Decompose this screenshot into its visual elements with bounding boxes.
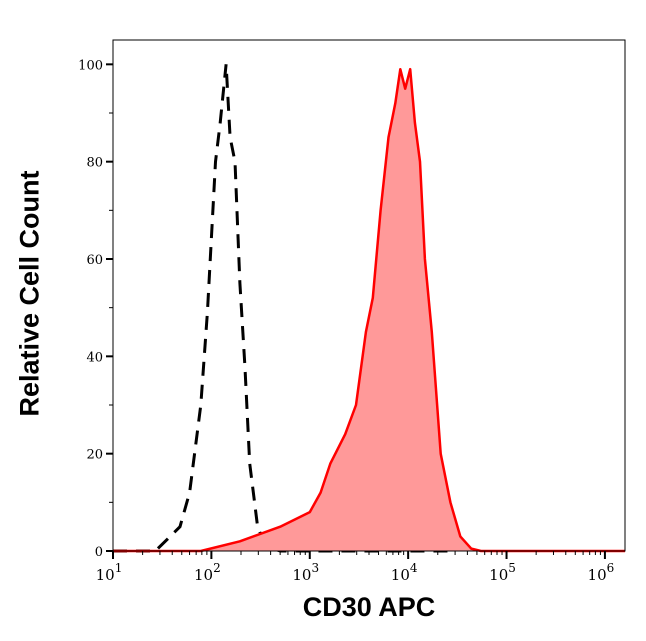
series-fill-1 bbox=[113, 69, 625, 551]
x-tick-label: 101 bbox=[96, 561, 123, 584]
x-tick-label: 102 bbox=[194, 561, 221, 584]
y-tick-label: 60 bbox=[86, 253, 103, 268]
y-tick-label: 0 bbox=[95, 545, 103, 560]
y-tick-label: 20 bbox=[86, 448, 103, 463]
y-tick-label: 100 bbox=[78, 58, 103, 73]
series-line-1 bbox=[113, 67, 625, 553]
y-tick-label: 80 bbox=[86, 156, 103, 171]
x-tick-label: 106 bbox=[588, 561, 615, 584]
y-axis-label: Relative Cell Count bbox=[14, 170, 45, 417]
x-axis-label: CD30 APC bbox=[302, 592, 436, 622]
x-tick-label: 104 bbox=[391, 561, 418, 584]
x-tick-label: 105 bbox=[489, 561, 516, 584]
x-tick-label: 103 bbox=[292, 561, 319, 584]
y-tick-label: 40 bbox=[86, 350, 103, 365]
